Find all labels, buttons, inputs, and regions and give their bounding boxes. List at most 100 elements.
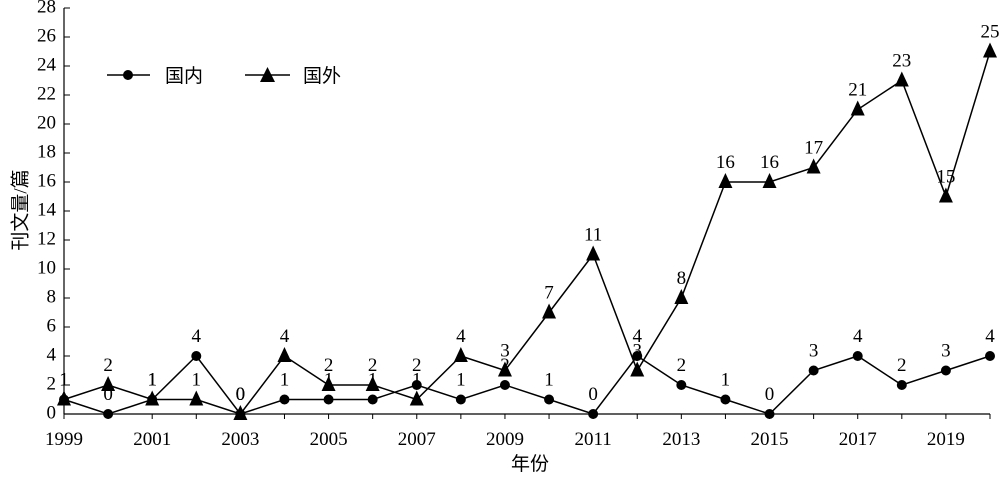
y-tick-label: 26 <box>37 25 56 46</box>
data-point-domestic <box>323 394 334 405</box>
y-tick-label: 8 <box>47 286 57 307</box>
y-tick-label: 28 <box>37 0 56 17</box>
data-label-foreign: 16 <box>716 152 735 173</box>
x-tick-label: 2005 <box>310 429 348 450</box>
y-tick-label: 24 <box>37 54 57 75</box>
data-point-domestic <box>808 365 819 376</box>
data-point-domestic <box>103 409 114 419</box>
y-tick-label: 18 <box>37 141 56 162</box>
data-point-domestic <box>985 351 995 361</box>
x-tick-label: 2017 <box>839 429 877 450</box>
x-axis-title: 年份 <box>511 453 549 475</box>
y-tick-label: 0 <box>47 402 57 423</box>
data-point-domestic <box>544 394 555 405</box>
data-label-foreign: 8 <box>677 268 687 289</box>
data-label-foreign: 15 <box>936 167 955 188</box>
data-point-domestic <box>411 380 422 390</box>
data-label-foreign: 2 <box>324 355 334 376</box>
data-point-foreign <box>762 173 777 188</box>
data-point-domestic <box>632 351 643 361</box>
data-point-domestic <box>588 409 599 419</box>
y-tick-label: 6 <box>47 315 57 336</box>
data-label-foreign: 11 <box>584 225 602 246</box>
x-tick-label: 2011 <box>574 429 611 450</box>
y-tick-label: 2 <box>47 373 57 394</box>
data-point-domestic <box>852 351 863 361</box>
data-label-foreign: 7 <box>544 283 554 304</box>
data-point-foreign <box>674 289 689 304</box>
data-point-foreign <box>189 390 204 406</box>
data-point-foreign <box>233 405 248 420</box>
data-label-domestic: 0 <box>765 384 775 405</box>
data-point-domestic <box>676 380 687 390</box>
x-tick-label: 2007 <box>398 429 436 450</box>
data-label-foreign: 4 <box>456 326 466 347</box>
data-point-foreign <box>57 390 71 406</box>
data-point-domestic <box>279 394 290 405</box>
data-label-domestic: 1 <box>456 370 466 391</box>
data-point-foreign <box>718 173 733 188</box>
x-tick-label: 2019 <box>927 429 965 450</box>
data-point-domestic <box>191 351 202 361</box>
data-label-domestic: 0 <box>588 384 598 405</box>
x-tick-label: 2009 <box>486 429 524 450</box>
data-point-domestic <box>720 394 731 405</box>
y-tick-label: 10 <box>37 257 56 278</box>
data-label-domestic: 1 <box>59 370 69 391</box>
data-label-foreign: 3 <box>500 341 510 362</box>
data-label-domestic: 2 <box>500 355 510 376</box>
data-point-foreign <box>497 361 512 377</box>
data-label-domestic: 3 <box>809 341 819 362</box>
y-tick-label: 20 <box>37 112 56 133</box>
data-point-domestic <box>367 394 378 405</box>
data-point-foreign <box>983 42 997 58</box>
data-label-domestic: 1 <box>368 370 378 391</box>
y-tick-label: 4 <box>47 344 57 365</box>
data-point-domestic <box>455 394 466 405</box>
data-point-foreign <box>145 390 160 406</box>
data-point-domestic <box>764 409 775 419</box>
data-label-foreign: 2 <box>368 355 378 376</box>
x-tick-label: 2015 <box>751 429 789 450</box>
data-label-domestic: 1 <box>280 370 290 391</box>
legend-label-domestic: 国内 <box>165 65 203 87</box>
legend-label-foreign: 国外 <box>303 65 341 87</box>
data-point-domestic <box>499 380 510 390</box>
data-label-foreign: 2 <box>103 355 113 376</box>
data-point-foreign <box>365 376 380 391</box>
x-tick-label: 2013 <box>662 429 700 450</box>
legend-item-foreign: 国外 <box>245 65 341 87</box>
data-point-foreign <box>894 71 909 87</box>
data-label-foreign: 1 <box>412 370 422 391</box>
data-label-domestic: 0 <box>236 384 246 405</box>
data-label-domestic: 4 <box>632 326 642 347</box>
data-label-domestic: 2 <box>412 355 422 376</box>
data-label-domestic: 4 <box>985 326 995 347</box>
data-label-domestic: 0 <box>103 384 113 405</box>
y-tick-label: 16 <box>37 170 56 191</box>
series-line-domestic <box>63 354 991 415</box>
legend-item-domestic: 国内 <box>107 65 203 87</box>
data-label-domestic: 1 <box>147 370 157 391</box>
x-tick-label: 1999 <box>45 429 83 450</box>
data-label-foreign: 0 <box>236 384 246 405</box>
data-label-foreign: 17 <box>804 138 823 159</box>
x-tick-label: 2003 <box>221 429 259 450</box>
data-point-foreign <box>409 390 424 406</box>
data-label-domestic: 4 <box>853 326 863 347</box>
data-label-foreign: 1 <box>147 370 157 391</box>
data-label-foreign: 3 <box>632 341 642 362</box>
data-label-foreign: 23 <box>892 51 911 72</box>
data-label-foreign: 21 <box>848 80 867 101</box>
legend-circle-marker <box>123 70 133 80</box>
y-tick-label: 22 <box>37 83 56 104</box>
legend: 国内 国外 <box>107 65 341 87</box>
data-point-foreign <box>850 100 865 116</box>
y-axis-title: 刊文量/篇 <box>9 169 31 250</box>
data-point-foreign <box>630 361 645 377</box>
data-point-foreign <box>321 376 336 391</box>
data-label-foreign: 4 <box>280 326 290 347</box>
